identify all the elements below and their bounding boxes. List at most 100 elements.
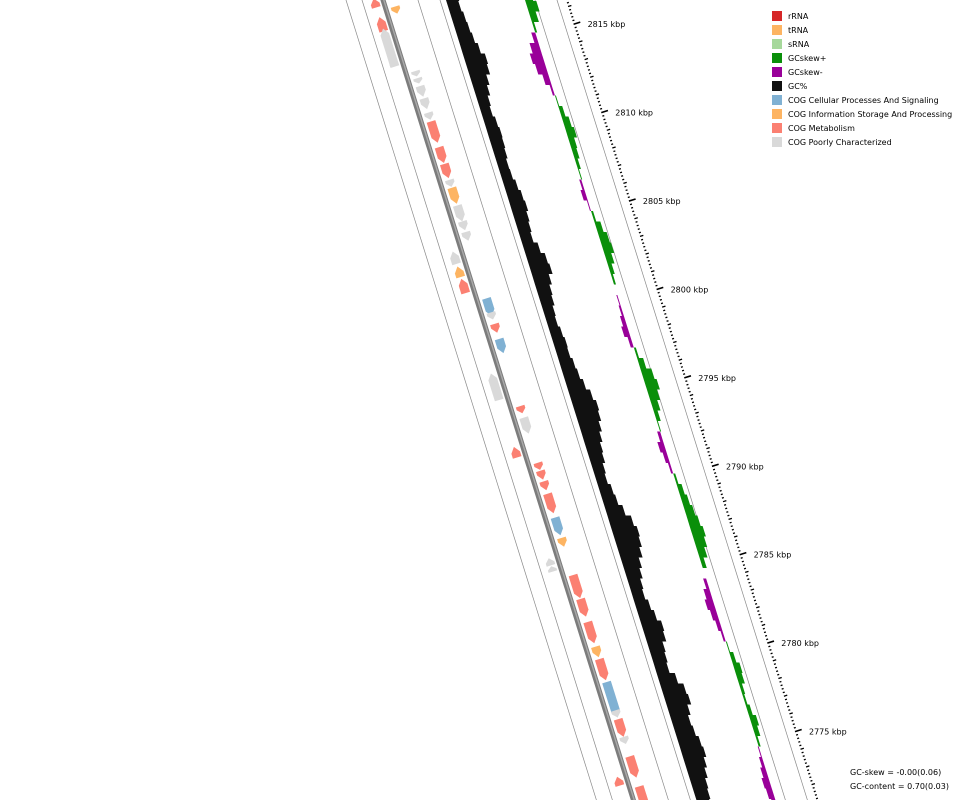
ruler-minor-tick bbox=[784, 698, 788, 701]
ruler-minor-tick bbox=[753, 599, 757, 602]
ruler-minor-tick bbox=[712, 468, 716, 471]
legend-swatch bbox=[772, 39, 782, 49]
ruler-minor-tick bbox=[799, 744, 802, 747]
gc-skew-stat: GC-skew = -0.00(0.06) bbox=[850, 768, 942, 777]
gc-skew-positive-bar bbox=[558, 106, 566, 117]
ruler-minor-tick bbox=[804, 762, 808, 765]
gene-arrow bbox=[611, 709, 621, 718]
ruler-minor-tick bbox=[787, 705, 790, 708]
gc-skew-positive-bar bbox=[554, 95, 560, 106]
gc-skew-positive-bar bbox=[633, 347, 640, 358]
ruler-minor-tick bbox=[733, 535, 738, 538]
gene-arrow bbox=[447, 186, 460, 204]
gc-skew-negative-bar bbox=[758, 757, 766, 768]
ruler-minor-tick bbox=[806, 769, 810, 772]
ruler-minor-tick bbox=[585, 61, 588, 64]
gene-arrow bbox=[550, 516, 563, 536]
ruler-minor-tick bbox=[667, 323, 672, 326]
gc-skew-negative-bar bbox=[580, 190, 588, 201]
gene-arrow bbox=[454, 266, 465, 279]
ruler-tick-label: 2805 kbp bbox=[643, 197, 681, 206]
gc-skew-positive-bar bbox=[561, 116, 572, 127]
ruler-minor-tick bbox=[568, 8, 572, 11]
ruler-tick-label: 2795 kbp bbox=[698, 374, 736, 383]
ruler-minor-tick bbox=[645, 252, 650, 255]
gc-skew-positive-bar bbox=[683, 505, 696, 516]
legend-label: COG Information Storage And Processing bbox=[788, 109, 953, 119]
gene-arrow bbox=[625, 755, 639, 778]
guide-line bbox=[439, 0, 691, 800]
ruler-minor-tick bbox=[742, 564, 746, 566]
gc-skew-negative-bar bbox=[549, 85, 555, 96]
gc-content-profile bbox=[445, 0, 711, 800]
gene-arrow bbox=[519, 416, 532, 434]
ruler-minor-tick bbox=[705, 443, 708, 446]
ruler-minor-tick bbox=[792, 723, 795, 726]
guide-line bbox=[556, 0, 808, 800]
legend-swatch bbox=[772, 109, 782, 119]
ruler-minor-tick bbox=[566, 1, 570, 4]
ruler-minor-tick bbox=[718, 486, 721, 489]
ruler-minor-tick bbox=[589, 75, 594, 78]
gc-skew-negative-bar bbox=[704, 599, 716, 610]
ruler-minor-tick bbox=[611, 143, 614, 146]
ruler-minor-tick bbox=[756, 606, 760, 609]
ruler-minor-tick bbox=[785, 702, 789, 704]
ruler-minor-tick bbox=[588, 72, 592, 75]
gc-skew-positive-bar bbox=[643, 379, 660, 390]
ruler-minor-tick bbox=[795, 733, 799, 736]
ruler-minor-tick bbox=[700, 429, 705, 432]
ruler-minor-tick bbox=[761, 623, 766, 627]
legend-label: rRNA bbox=[788, 11, 809, 21]
ruler-minor-tick bbox=[768, 645, 771, 648]
ruler-minor-tick bbox=[701, 433, 705, 436]
gene-arrow bbox=[458, 278, 470, 295]
gene-arrow bbox=[490, 322, 500, 333]
ruler-minor-tick bbox=[729, 521, 732, 524]
gene-arrow bbox=[547, 566, 558, 573]
ruler-minor-tick bbox=[582, 51, 585, 54]
ruler-major-tick bbox=[684, 375, 692, 379]
ruler-minor-tick bbox=[575, 30, 578, 32]
ruler-minor-tick bbox=[624, 185, 627, 188]
gene-arrow bbox=[494, 337, 506, 354]
gene-arrow bbox=[515, 404, 526, 414]
gene-arrow bbox=[488, 373, 504, 402]
gc-skew-positive-bar bbox=[679, 494, 691, 505]
ruler-minor-tick bbox=[666, 320, 669, 322]
ruler-minor-tick bbox=[691, 401, 695, 404]
legend-label: tRNA bbox=[788, 25, 809, 35]
ruler-minor-tick bbox=[708, 454, 711, 457]
ruler-minor-tick bbox=[659, 298, 663, 301]
ruler-major-tick bbox=[573, 21, 581, 25]
ruler-minor-tick bbox=[651, 274, 655, 276]
gc-skew-negative-bar bbox=[657, 431, 664, 442]
gc-skew-positive-bar bbox=[646, 389, 661, 400]
ruler-minor-tick bbox=[750, 588, 755, 591]
ruler-minor-tick bbox=[642, 242, 645, 245]
ruler-minor-tick bbox=[596, 97, 599, 100]
ruler-minor-tick bbox=[592, 83, 595, 85]
ruler-minor-tick bbox=[702, 436, 706, 439]
ruler-minor-tick bbox=[721, 496, 725, 499]
ruler-major-tick bbox=[601, 109, 609, 114]
ruler-minor-tick bbox=[788, 709, 791, 711]
ruler-minor-tick bbox=[782, 691, 785, 694]
gene-arrow bbox=[482, 297, 495, 316]
ruler-minor-tick bbox=[678, 358, 683, 361]
gc-skew-positive-bar bbox=[755, 736, 761, 747]
ruler-minor-tick bbox=[657, 291, 660, 294]
ruler-minor-tick bbox=[576, 33, 580, 36]
ruler-minor-tick bbox=[608, 136, 612, 139]
gene-arrow bbox=[591, 645, 602, 658]
legend-item-gcskew-plus: GCskew+ bbox=[772, 51, 952, 65]
ruler-minor-tick bbox=[793, 726, 796, 729]
gene-arrow bbox=[583, 620, 597, 644]
gene-arrow bbox=[539, 480, 550, 491]
gene-arrow bbox=[576, 597, 589, 617]
ruler-minor-tick bbox=[760, 620, 763, 623]
gc-skew-positive-bar bbox=[689, 526, 706, 537]
gc-skew-negative-bar bbox=[586, 200, 591, 211]
gene-arrow bbox=[419, 97, 430, 110]
